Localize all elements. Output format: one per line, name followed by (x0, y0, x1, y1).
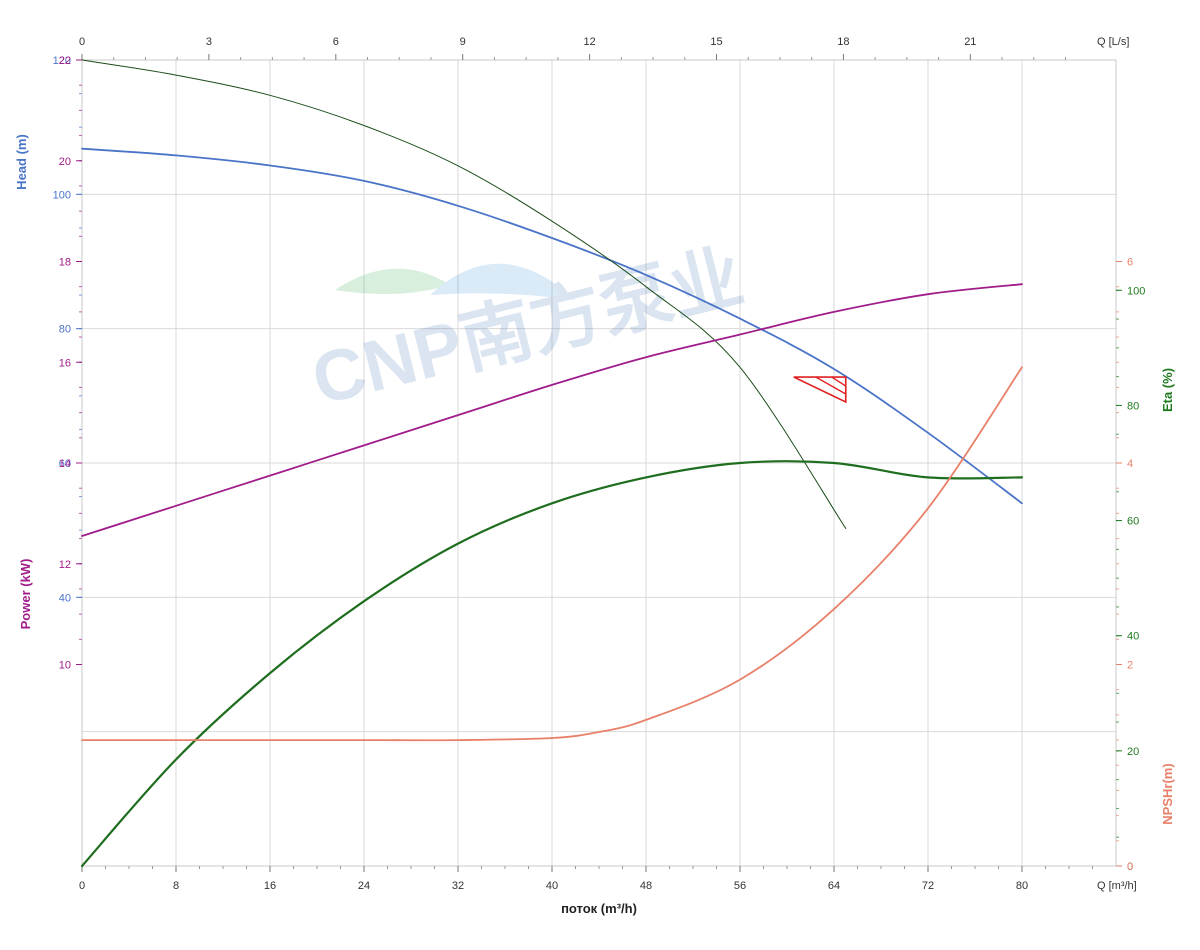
x-bottom-tick-label: 80 (1016, 880, 1028, 892)
chart-axes: 0 8 16 24 32 40 48 56 64 72 800 3 6 9 12 15 18 2140608010… (53, 36, 1146, 892)
eta-tick-label: 80 (1127, 400, 1139, 412)
power-tick-label: 14 (59, 458, 71, 470)
eta-tick-label: 60 (1127, 516, 1139, 528)
operating-point-hatch (815, 376, 847, 395)
power-tick-label: 20 (59, 156, 71, 168)
x-bottom-tick-label: 8 (173, 880, 179, 892)
power-tick-label: 16 (59, 357, 71, 369)
system-curve-curve (81, 59, 847, 529)
x-bottom-unit-label: Q [m³/h] (1097, 880, 1137, 892)
eta-tick-label: 0 (1127, 861, 1133, 873)
eta-curve (80, 460, 1024, 868)
operating-point-marker (793, 376, 847, 404)
power-curve (81, 283, 1023, 537)
power-axis-title: Power (kW) (18, 559, 33, 630)
power-tick-label: 10 (59, 660, 71, 672)
npshr-tick-label: 0 (1127, 861, 1133, 873)
x-bottom-tick-label: 24 (358, 880, 370, 892)
chart-curves (80, 59, 1024, 868)
npshr-curve (81, 366, 1023, 742)
head-tick-label: 80 (59, 324, 71, 336)
x-top-tick-label: 9 (460, 36, 466, 48)
x-top-tick-label: 6 (333, 36, 339, 48)
power-tick-label: 18 (59, 257, 71, 269)
head-axis-title: Head (m) (14, 134, 29, 190)
npshr-tick-label: 4 (1127, 458, 1133, 470)
operating-point-triangle (793, 376, 847, 404)
x-top-tick-label: 15 (710, 36, 722, 48)
x-bottom-tick-label: 56 (734, 880, 746, 892)
x-top-tick-label: 21 (964, 36, 976, 48)
x-top-unit-label: Q [L/s] (1097, 36, 1129, 48)
head-tick-label: 40 (59, 592, 71, 604)
x-bottom-tick-label: 0 (79, 880, 85, 892)
eta-tick-label: 40 (1127, 631, 1139, 643)
operating-point-hatch (831, 376, 847, 387)
head-tick-label: 100 (53, 189, 71, 201)
x-bottom-tick-label: 64 (828, 880, 840, 892)
npshr-axis-title: NPSHr(m) (1160, 763, 1175, 824)
head-tick-label: 120 (53, 55, 71, 67)
x-top-tick-label: 3 (206, 36, 212, 48)
x-bottom-tick-label: 40 (546, 880, 558, 892)
x-top-tick-label: 0 (79, 36, 85, 48)
head-curve (81, 147, 1023, 505)
x-bottom-tick-label: 72 (922, 880, 934, 892)
x-top-tick-label: 12 (583, 36, 595, 48)
x-bottom-tick-label: 32 (452, 880, 464, 892)
eta-tick-label: 20 (1127, 746, 1139, 758)
x-bottom-tick-label: 48 (640, 880, 652, 892)
x-top-tick-label: 18 (837, 36, 849, 48)
power-tick-label: 22 (59, 55, 71, 67)
head-tick-label: 60 (59, 458, 71, 470)
npshr-tick-label: 2 (1127, 660, 1133, 672)
x-bottom-tick-label: 16 (264, 880, 276, 892)
power-tick-label: 12 (59, 559, 71, 571)
x-bottom-title: поток (m³/h) (561, 901, 637, 916)
npshr-tick-label: 6 (1127, 257, 1133, 269)
eta-tick-label: 100 (1127, 285, 1145, 297)
eta-axis-title: Eta (%) (1160, 368, 1175, 412)
